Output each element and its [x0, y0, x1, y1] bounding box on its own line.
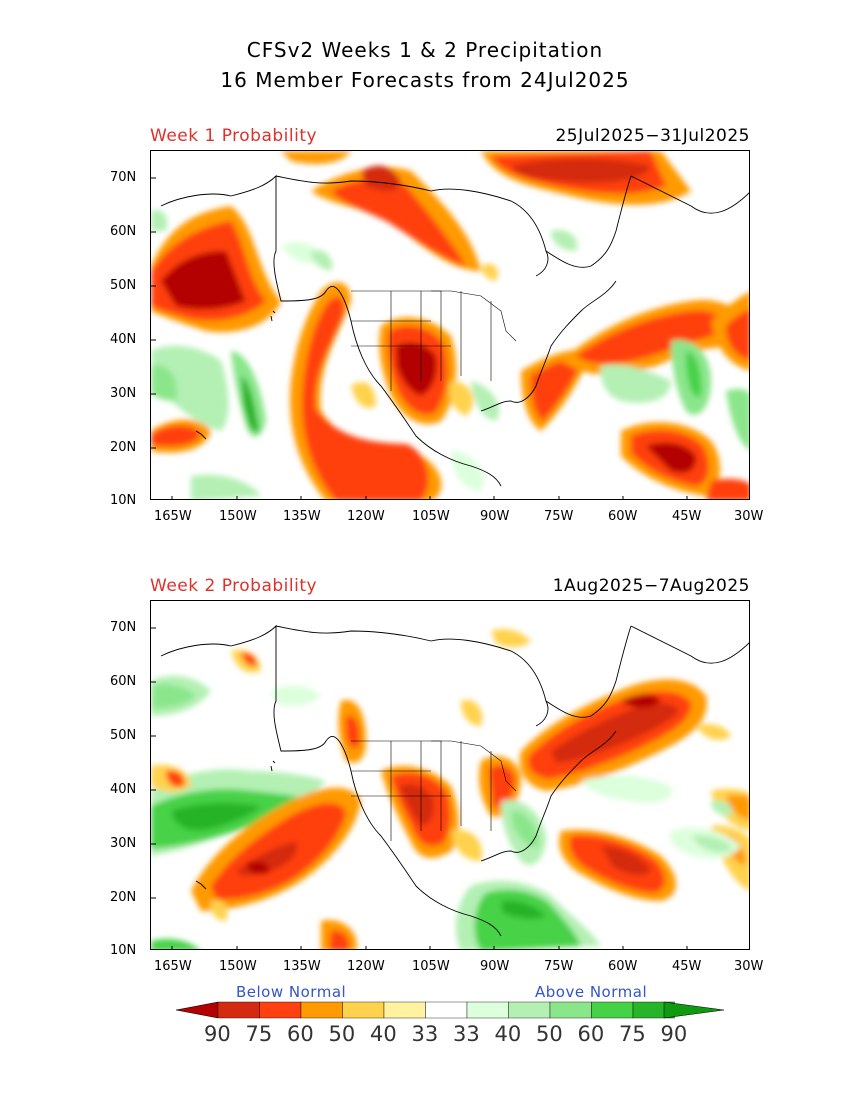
week2-coastlines — [160, 624, 749, 937]
legend-box — [259, 1001, 302, 1019]
lon-label-135w: 135W — [283, 509, 321, 524]
lon-label-135w-2: 135W — [283, 959, 321, 974]
lat-label-30n: 30N — [110, 386, 137, 401]
lon-label-90w: 90W — [480, 509, 510, 524]
week2-label: Week 2 Probability — [150, 576, 318, 596]
week1-dates: 25Jul2025−31Jul2025 — [555, 126, 750, 146]
legend-value: 90 — [660, 1022, 688, 1046]
legend-box — [217, 1001, 260, 1019]
legend-arrow-right — [663, 1001, 725, 1019]
lon-label-90w-2: 90W — [480, 959, 510, 974]
legend-above-normal-label: Above Normal — [535, 983, 648, 1001]
lon-label-45w-2: 45W — [672, 959, 702, 974]
lat-label-40n-2: 40N — [110, 782, 137, 797]
lon-label-105w: 105W — [412, 509, 450, 524]
week1-state-borders — [351, 290, 517, 391]
lat-label-20n-2: 20N — [110, 890, 137, 905]
legend-below-normal-label: Below Normal — [236, 983, 347, 1001]
legend-value: 40 — [494, 1022, 522, 1046]
lon-label-45w: 45W — [672, 509, 702, 524]
lat-label-40n: 40N — [110, 332, 137, 347]
week2-ticks — [151, 627, 688, 949]
legend-value: 90 — [204, 1022, 231, 1046]
lat-label-10n-2: 10N — [110, 943, 137, 958]
legend-box — [425, 1001, 468, 1019]
color-scale-legend — [176, 1001, 725, 1019]
chart-title-line-1: CFSv2 Weeks 1 & 2 Precipitation — [246, 38, 604, 62]
legend-value: 40 — [370, 1022, 397, 1046]
legend-value: 75 — [619, 1022, 646, 1046]
legend-box — [466, 1001, 509, 1019]
lat-label-70n: 70N — [110, 170, 137, 185]
lon-label-60w-2: 60W — [608, 959, 638, 974]
lon-label-75w: 75W — [544, 509, 574, 524]
lon-label-120w-2: 120W — [347, 959, 385, 974]
lon-label-30w: 30W — [734, 509, 764, 524]
legend-value: 33 — [411, 1022, 439, 1046]
lat-label-70n-2: 70N — [110, 620, 137, 635]
lon-label-165w: 165W — [154, 509, 192, 524]
legend-value: 75 — [245, 1022, 273, 1046]
legend-box — [549, 1001, 592, 1019]
legend-color-boxes — [217, 1001, 675, 1019]
legend-value: 33 — [453, 1022, 480, 1046]
week2-state-borders — [351, 740, 517, 841]
legend-value: 60 — [577, 1022, 605, 1046]
lat-label-60n-2: 60N — [110, 674, 137, 689]
lat-label-30n-2: 30N — [110, 836, 137, 851]
legend-value: 50 — [536, 1022, 563, 1046]
lat-label-50n-2: 50N — [110, 728, 137, 743]
legend-box — [300, 1001, 343, 1019]
lat-label-20n: 20N — [110, 440, 137, 455]
week1-coastlines — [160, 174, 749, 487]
lat-label-60n: 60N — [110, 224, 137, 239]
lon-label-150w-2: 150W — [219, 959, 257, 974]
legend-box — [591, 1001, 634, 1019]
lon-label-30w-2: 30W — [734, 959, 764, 974]
week1-map-svg — [151, 151, 749, 499]
week1-map — [150, 150, 750, 500]
lat-label-10n: 10N — [110, 493, 137, 508]
legend-box — [383, 1001, 426, 1019]
legend-box — [508, 1001, 551, 1019]
week2-probability-shading — [151, 629, 749, 949]
chart-title-line-2: 16 Member Forecasts from 24Jul2025 — [220, 68, 630, 92]
legend-box — [342, 1001, 385, 1019]
legend-value: 60 — [287, 1022, 314, 1046]
lon-label-60w: 60W — [608, 509, 638, 524]
legend-arrow-left — [176, 1001, 219, 1019]
week1-label: Week 1 Probability — [150, 126, 318, 146]
lon-label-105w-2: 105W — [412, 959, 450, 974]
week2-map-svg — [151, 624, 749, 949]
week2-map — [150, 600, 750, 950]
lon-label-75w-2: 75W — [544, 959, 574, 974]
week2-dates: 1Aug2025−7Aug2025 — [552, 576, 750, 596]
legend-value: 50 — [328, 1022, 356, 1046]
lon-label-150w: 150W — [219, 509, 257, 524]
lon-label-120w: 120W — [347, 509, 385, 524]
lon-label-165w-2: 165W — [154, 959, 192, 974]
week1-probability-shading — [151, 151, 749, 499]
week1-ticks — [151, 177, 688, 499]
lat-label-50n: 50N — [110, 278, 137, 293]
